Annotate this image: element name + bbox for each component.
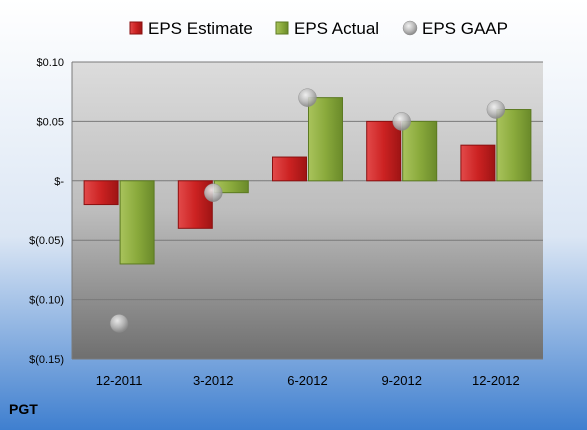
y-tick-label: $0.10 [36,57,64,69]
y-tick-label: $(0.05) [29,235,64,247]
y-tick-label: $0.05 [36,116,64,128]
eps-gaap-marker [109,314,129,333]
x-tick-label: 3-2012 [193,373,233,388]
y-tick-label: $- [54,176,64,188]
eps-actual-bar [402,120,438,182]
y-tick-label: $(0.15) [29,354,64,366]
eps-gaap-marker [204,183,223,202]
gaap-markers [109,88,506,333]
legend-label: EPS GAAP [422,19,508,38]
eps-gaap-marker [486,100,506,119]
y-tick-labels: $0.10 $0.05 $- $(0.05) $(0.10) $(0.15) [29,57,64,366]
x-tick-label: 9-2012 [381,373,421,388]
legend-swatch-estimate [129,21,143,35]
y-tick-label: $(0.10) [29,295,64,307]
eps-estimate-bar [460,144,496,182]
eps-estimate-bar [83,180,119,206]
eps-gaap-marker [298,88,317,107]
x-tick-label: 12-2012 [472,373,520,388]
eps-estimate-bar [272,156,307,182]
legend-label: EPS Actual [294,19,379,38]
legend: EPS Estimate EPS Actual EPS GAAP [129,19,508,38]
x-tick-labels: 12-2011 3-2012 6-2012 9-2012 12-2012 [96,373,520,388]
eps-estimate-bar [366,120,402,182]
x-tick-label: 12-2011 [96,373,143,388]
eps-actual-bar [119,180,155,265]
company-label: PGT [9,401,38,417]
bars [83,97,532,265]
eps-actual-bar [496,109,532,182]
legend-swatch-gaap [402,20,418,36]
x-tick-label: 6-2012 [287,373,327,388]
eps-gaap-marker [392,112,411,131]
eps-actual-bar [308,97,343,182]
legend-label: EPS Estimate [148,19,253,38]
legend-swatch-actual [275,21,289,35]
